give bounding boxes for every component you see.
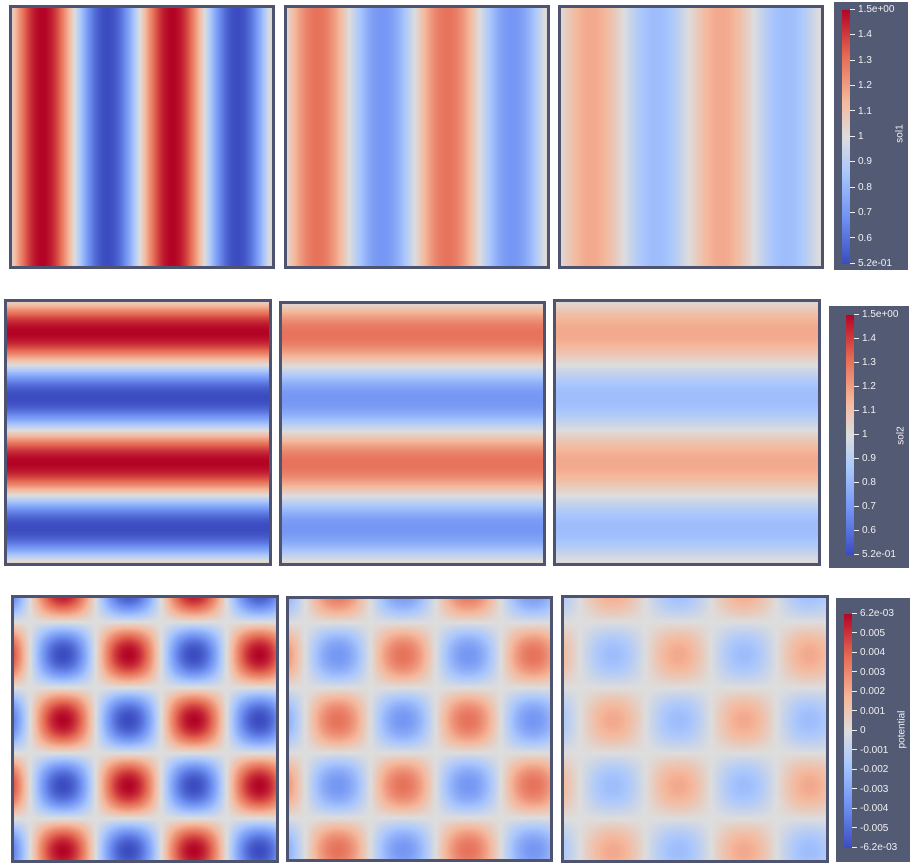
sol2-colorbar-tick: 1.4: [854, 334, 876, 344]
sol1-colorbar-gradient: [842, 10, 850, 264]
sol2-colorbar-tick: 0.7: [854, 502, 876, 512]
sol2-panel-2: [279, 301, 546, 566]
sol1-colorbar-title: sol1: [894, 124, 906, 143]
potential-colorbar-tick: -0.005: [852, 823, 888, 834]
sol2-colorbar-title: sol2: [895, 426, 907, 445]
sol2-colorbar: 1.5e+00 1.4 1.3 1.2 1.1 1 0.9 0.8 0.7 0.6 5.2e-01 …: [829, 306, 909, 568]
potential-colorbar-title: potential: [896, 710, 908, 749]
potential-colorbar-tick: -0.003: [852, 784, 888, 795]
sol2-colorbar-tick: 1.5e+00: [854, 310, 898, 320]
sol1-colorbar-tick: 0.8: [850, 182, 872, 193]
sol2-colorbar-tick: 5.2e-01: [854, 550, 896, 560]
potential-colorbar-tick: 6.2e-03: [852, 609, 894, 619]
sol1-colorbar-tick: 1.1: [850, 106, 872, 117]
potential-colorbar: 6.2e-03 0.005 0.004 0.003 0.002 0.001 0 -0.001 -…: [836, 598, 910, 862]
sol1-colorbar-tick: 1: [850, 132, 864, 142]
sol1-colorbar-tick: 5.2e-01: [850, 259, 892, 269]
sol2-colorbar-tick: 0.6: [854, 526, 876, 536]
potential-colorbar-tick: -0.004: [852, 804, 888, 814]
sol2-colorbar-tick: 0.9: [854, 454, 876, 464]
potential-colorbar-tick: 0.005: [852, 628, 885, 639]
sol1-colorbar-tick: 0.7: [850, 208, 872, 218]
sol1-panel-3: [558, 5, 824, 269]
potential-panel-3: [561, 595, 829, 863]
sol1-colorbar-tick: 0.6: [850, 233, 872, 244]
potential-colorbar-tick: -0.001: [852, 745, 888, 756]
sol1-colorbar-tick: 1.2: [850, 81, 872, 91]
potential-colorbar-tick: -6.2e-03: [852, 843, 897, 853]
sol1-panel-2: [284, 5, 550, 269]
potential-colorbar-gradient: [844, 614, 852, 848]
sol1-colorbar-tick: 1.5e+00: [850, 5, 894, 15]
sol2-colorbar-tick: 1.2: [854, 382, 876, 392]
potential-colorbar-tick: 0.003: [852, 667, 885, 678]
sol1-colorbar: 1.5e+00 1.4 1.3 1.2 1.1 1 0.9 0.8 0.7 0.6 5.2e-01 …: [834, 2, 908, 270]
sol2-panel-1: [4, 299, 272, 566]
sol2-colorbar-tick: 1.3: [854, 358, 876, 368]
potential-colorbar-tick: 0.001: [852, 706, 885, 717]
sol1-colorbar-tick: 1.3: [850, 55, 872, 66]
sol2-colorbar-tick: 1: [854, 430, 868, 440]
sol1-colorbar-tick: 0.9: [850, 157, 872, 167]
potential-colorbar-tick: 0.002: [852, 687, 885, 697]
potential-colorbar-tick: 0: [852, 726, 866, 736]
potential-colorbar-tick: -0.002: [852, 765, 888, 775]
potential-panel-2: [286, 596, 553, 862]
sol2-colorbar-tick: 1.1: [854, 406, 876, 416]
sol2-panel-3: [553, 299, 821, 566]
potential-colorbar-tick: 0.004: [852, 648, 885, 658]
sol1-colorbar-tick: 1.4: [850, 30, 872, 40]
sol2-colorbar-tick: 0.8: [854, 478, 876, 488]
sol1-panel-1: [9, 5, 275, 269]
sol2-colorbar-gradient: [846, 315, 854, 555]
potential-panel-1: [11, 595, 279, 863]
